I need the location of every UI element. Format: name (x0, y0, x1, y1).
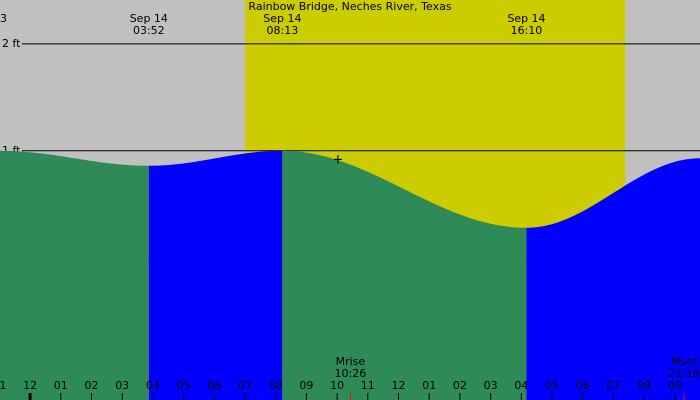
x-tick-label: 09 (299, 379, 313, 392)
x-tick-label: 05 (545, 379, 559, 392)
event-date: Sep 14 (263, 12, 301, 25)
x-tick-label: 01 (54, 379, 68, 392)
x-tick-label: 04 (146, 379, 160, 392)
x-tick-label: 03 (115, 379, 129, 392)
x-tick-label: 07 (606, 379, 620, 392)
x-tick-label: 10 (330, 379, 344, 392)
falling-tide (0, 150, 149, 400)
cursor: + (333, 153, 344, 168)
y-tick-label: 2 ft (2, 37, 21, 50)
x-tick-label: 07 (238, 379, 252, 392)
rising-tide (526, 158, 700, 400)
falling-tide (282, 150, 527, 400)
x-tick-label: 12 (392, 379, 406, 392)
moon-time: 10:26 (335, 367, 367, 380)
event-time: 08:13 (267, 24, 299, 37)
chart-title: Rainbow Bridge, Neches River, Texas (248, 0, 451, 13)
event-time: 16:10 (511, 24, 543, 37)
moon-name: Mset (671, 355, 698, 368)
x-tick-label: 02 (453, 379, 467, 392)
x-tick-label: 12 (23, 379, 37, 392)
event-time: 03:52 (133, 24, 165, 37)
x-tick-label: 06 (207, 379, 221, 392)
x-tick-label: 09 (668, 379, 682, 392)
x-tick-label: 04 (514, 379, 528, 392)
x-tick-label: 06 (576, 379, 590, 392)
x-tick-label: 08 (269, 379, 283, 392)
x-tick-label: 11 (0, 379, 6, 392)
event-date: Sep 14 (130, 12, 168, 25)
moon-time: 21:18 (668, 367, 700, 380)
rising-tide (148, 150, 283, 400)
x-tick-label: 11 (361, 379, 375, 392)
x-tick-label: 08 (637, 379, 651, 392)
x-tick-label: 02 (84, 379, 98, 392)
x-tick-label: 01 (422, 379, 436, 392)
moon-name: Mrise (336, 355, 366, 368)
x-tick-label: 03 (484, 379, 498, 392)
x-tick-label: 05 (177, 379, 191, 392)
event-date: Sep 14 (507, 12, 545, 25)
edge-label: 3 (0, 12, 7, 25)
